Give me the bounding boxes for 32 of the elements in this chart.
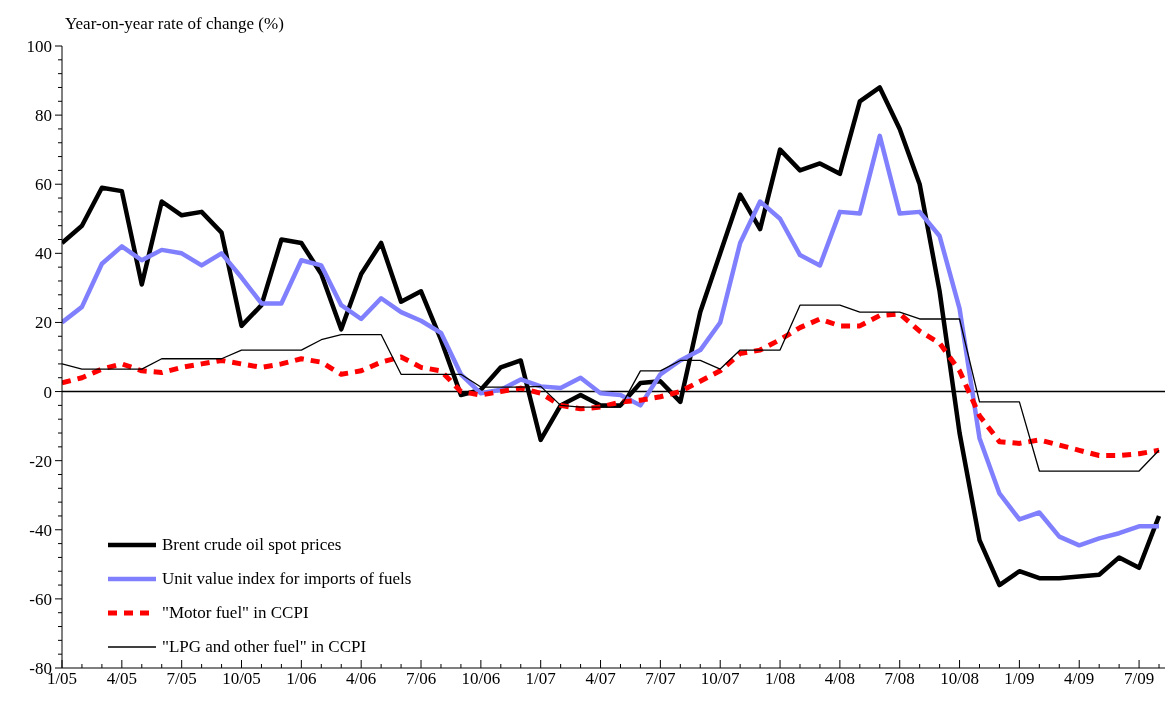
y-tick-label: 80 [35, 106, 52, 126]
x-tick-label: 1/09 [1004, 669, 1035, 688]
legend-label: Unit value index for imports of fuels [162, 569, 412, 589]
x-tick-label: 7/09 [1123, 669, 1155, 688]
y-tick-label: -60 [29, 589, 52, 609]
x-tick-label: 1/08 [764, 669, 796, 688]
legend-label: "LPG and other fuel" in CCPI [162, 637, 367, 657]
x-tick-label: 4/09 [1064, 669, 1095, 688]
x-tick-label: 7/07 [645, 669, 676, 688]
y-tick-label: 100 [26, 36, 52, 56]
y-tick-label: 20 [35, 313, 52, 333]
x-tick-label: 10/05 [222, 669, 261, 688]
x-tick-label: 10/08 [940, 669, 979, 688]
x-tick-label: 1/07 [525, 669, 557, 688]
x-tick-label: 10/06 [461, 669, 501, 688]
x-tick-label: 7/08 [884, 669, 915, 688]
x-tick-label: 4/08 [824, 669, 855, 688]
x-tick-label: 1/06 [286, 669, 317, 688]
legend-label: "Motor fuel" in CCPI [162, 603, 309, 623]
legend-label: Brent crude oil spot prices [162, 535, 342, 555]
y-tick-label: -20 [29, 451, 52, 471]
y-tick-label: -40 [29, 520, 52, 540]
y-axis-title: Year-on-year rate of change (%) [65, 14, 284, 34]
y-tick-label: 60 [35, 175, 52, 195]
x-tick-label: 10/07 [700, 669, 741, 688]
x-tick-label: 4/06 [346, 669, 377, 688]
x-tick-label: 4/07 [585, 669, 617, 688]
x-tick-label: 7/06 [405, 669, 437, 688]
y-tick-label: 0 [43, 382, 52, 402]
x-tick-label: 7/05 [166, 669, 197, 688]
y-tick-label: 40 [35, 244, 52, 264]
x-tick-label: 4/05 [106, 669, 137, 688]
